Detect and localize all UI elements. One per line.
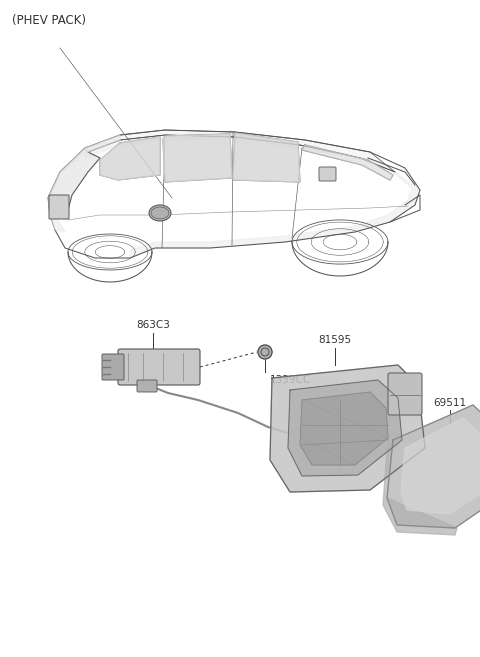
Polygon shape (300, 392, 388, 465)
Polygon shape (302, 145, 393, 180)
Text: 69511: 69511 (433, 398, 467, 408)
Polygon shape (383, 440, 457, 535)
FancyBboxPatch shape (388, 373, 422, 415)
Polygon shape (233, 133, 300, 182)
Circle shape (258, 345, 272, 359)
Polygon shape (288, 380, 402, 476)
Polygon shape (48, 148, 100, 215)
FancyBboxPatch shape (49, 195, 69, 219)
FancyBboxPatch shape (118, 349, 200, 385)
FancyBboxPatch shape (137, 380, 157, 392)
Text: (PHEV PACK): (PHEV PACK) (12, 14, 86, 27)
Polygon shape (387, 405, 480, 528)
Polygon shape (401, 418, 480, 514)
Text: 1339CC: 1339CC (270, 375, 311, 385)
FancyBboxPatch shape (102, 354, 124, 380)
Polygon shape (85, 130, 395, 172)
FancyBboxPatch shape (319, 167, 336, 181)
Ellipse shape (151, 207, 169, 219)
Polygon shape (100, 137, 160, 180)
Text: 863C3: 863C3 (136, 320, 170, 330)
Ellipse shape (149, 205, 171, 221)
Text: 81595: 81595 (318, 335, 351, 345)
Polygon shape (85, 132, 420, 258)
Polygon shape (48, 135, 120, 232)
Polygon shape (270, 365, 425, 492)
Polygon shape (163, 134, 232, 182)
